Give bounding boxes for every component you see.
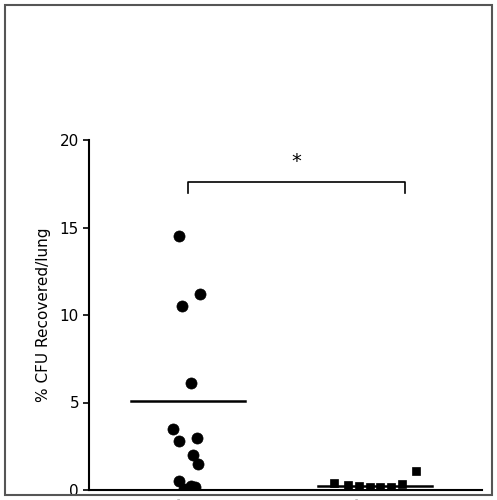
Text: anti-MIP-1 immune serum: anti-MIP-1 immune serum: [213, 495, 366, 500]
Text: Pre-immunization serum: Pre-immunization serum: [42, 495, 188, 500]
Text: *: *: [292, 152, 301, 172]
Y-axis label: % CFU Recovered/lung: % CFU Recovered/lung: [36, 228, 52, 402]
